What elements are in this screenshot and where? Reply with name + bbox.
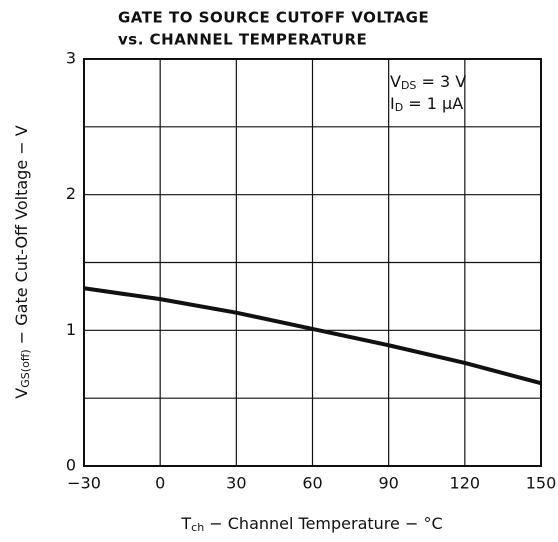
x-tick-label: 30 bbox=[226, 474, 246, 493]
chart-title: vs. CHANNEL TEMPERATURE bbox=[118, 31, 367, 49]
x-tick-label: 120 bbox=[450, 474, 481, 493]
y-tick-label: 1 bbox=[66, 320, 76, 339]
x-tick-label: −30 bbox=[67, 474, 101, 493]
y-tick-label: 2 bbox=[66, 184, 76, 203]
x-axis-label: Tch − Channel Temperature − °C bbox=[180, 514, 442, 535]
data-line bbox=[83, 286, 542, 386]
y-tick-label: 0 bbox=[66, 456, 76, 475]
x-tick-label: 90 bbox=[378, 474, 398, 493]
x-tick-label: 60 bbox=[302, 474, 322, 493]
y-axis-label: VGS(off) − Gate Cut-Off Voltage − V bbox=[12, 125, 33, 398]
x-tick-label: 0 bbox=[155, 474, 165, 493]
chart-title: GATE TO SOURCE CUTOFF VOLTAGE bbox=[118, 9, 429, 27]
y-tick-label: 3 bbox=[66, 49, 76, 68]
x-tick-label: 150 bbox=[526, 474, 557, 493]
annotation: ID = 1 μA bbox=[390, 94, 463, 115]
annotation: VDS = 3 V bbox=[390, 72, 466, 93]
